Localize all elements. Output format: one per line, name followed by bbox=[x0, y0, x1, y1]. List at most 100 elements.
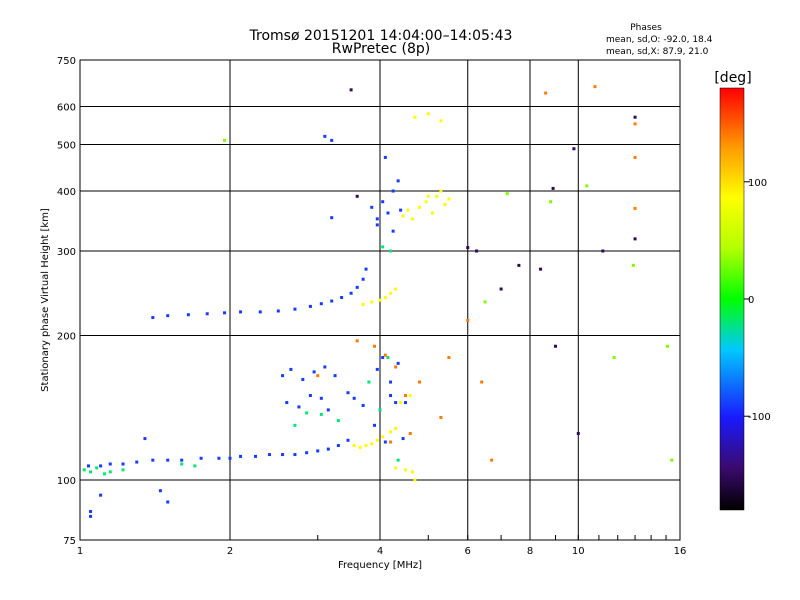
data-point bbox=[99, 493, 103, 497]
colorbar-tick-label: 0 bbox=[748, 295, 754, 306]
data-point bbox=[553, 344, 557, 348]
data-point bbox=[399, 208, 403, 212]
data-point bbox=[505, 192, 509, 196]
data-point bbox=[466, 318, 470, 322]
data-point bbox=[319, 412, 323, 416]
data-point bbox=[217, 456, 221, 460]
data-point bbox=[633, 155, 637, 159]
data-point bbox=[370, 300, 374, 304]
data-point bbox=[426, 112, 430, 116]
data-point bbox=[411, 470, 415, 474]
data-point bbox=[435, 194, 439, 198]
x-axis-label: Frequency [MHz] bbox=[338, 560, 422, 571]
x-tick-label: 10 bbox=[572, 546, 585, 557]
data-point bbox=[336, 419, 340, 423]
data-point bbox=[447, 197, 451, 201]
data-point bbox=[330, 216, 334, 220]
data-point bbox=[381, 435, 385, 439]
data-point bbox=[401, 214, 405, 218]
data-point bbox=[336, 444, 340, 448]
data-point bbox=[330, 138, 334, 142]
data-point bbox=[396, 458, 400, 462]
data-point bbox=[483, 300, 487, 304]
data-point bbox=[326, 408, 330, 412]
colorbar-tick-label: -100 bbox=[748, 412, 771, 423]
data-point bbox=[330, 299, 334, 303]
data-point bbox=[396, 179, 400, 183]
data-point bbox=[389, 440, 393, 444]
data-point bbox=[151, 458, 155, 462]
data-point bbox=[166, 458, 170, 462]
y-axis-ticks: 75 100 200 300 400 500 600 750 bbox=[57, 56, 76, 547]
y-tick-label: 200 bbox=[57, 332, 76, 343]
data-point bbox=[447, 355, 451, 359]
data-point bbox=[383, 155, 387, 159]
data-point bbox=[199, 456, 203, 460]
data-point bbox=[396, 361, 400, 365]
data-point bbox=[308, 304, 312, 308]
colorbar-label: [deg] bbox=[714, 70, 751, 86]
data-point bbox=[375, 217, 379, 221]
data-point bbox=[340, 296, 344, 300]
y-tick-label: 300 bbox=[57, 247, 76, 258]
data-point bbox=[612, 355, 616, 359]
data-point bbox=[383, 353, 387, 357]
data-point bbox=[381, 200, 385, 204]
data-point bbox=[352, 444, 356, 448]
chart-subtitle: RwPretec (8p) bbox=[332, 41, 430, 57]
data-point bbox=[228, 456, 232, 460]
data-point bbox=[403, 394, 407, 398]
data-point bbox=[166, 500, 170, 504]
colorbar bbox=[719, 87, 745, 511]
data-point bbox=[293, 307, 297, 311]
data-point bbox=[549, 200, 553, 204]
grid-lines bbox=[80, 60, 680, 540]
data-point bbox=[413, 115, 417, 119]
data-point bbox=[223, 138, 227, 142]
data-point bbox=[121, 462, 125, 466]
data-point bbox=[151, 316, 155, 320]
data-point bbox=[355, 194, 359, 198]
data-point bbox=[293, 453, 297, 457]
x-tick-label: 2 bbox=[227, 546, 233, 557]
data-point bbox=[633, 115, 637, 119]
data-point bbox=[364, 444, 368, 448]
data-point bbox=[267, 453, 271, 457]
data-point bbox=[389, 380, 393, 384]
data-point bbox=[413, 478, 417, 482]
data-point bbox=[386, 211, 390, 215]
data-point bbox=[378, 298, 382, 302]
data-point bbox=[319, 302, 323, 306]
data-point bbox=[370, 205, 374, 209]
data-point bbox=[323, 365, 327, 369]
data-point bbox=[417, 205, 421, 209]
data-point bbox=[352, 396, 356, 400]
data-point bbox=[108, 462, 112, 466]
data-point bbox=[253, 454, 257, 458]
data-point bbox=[89, 470, 93, 474]
data-point bbox=[389, 430, 393, 434]
data-point bbox=[403, 401, 407, 405]
data-point bbox=[323, 134, 327, 138]
data-point bbox=[539, 267, 543, 271]
data-point bbox=[490, 458, 494, 462]
data-point bbox=[89, 509, 93, 513]
data-point bbox=[391, 229, 395, 233]
data-point bbox=[358, 445, 362, 449]
data-point bbox=[364, 267, 368, 271]
data-point bbox=[180, 462, 184, 466]
stats-line-o: mean, sd,O: -92.0, 18.4 bbox=[606, 35, 713, 45]
data-point bbox=[381, 245, 385, 249]
data-point bbox=[301, 377, 305, 381]
data-point bbox=[166, 314, 170, 318]
data-point bbox=[480, 380, 484, 384]
data-point bbox=[424, 200, 428, 204]
data-point bbox=[333, 374, 337, 378]
data-point bbox=[544, 91, 548, 95]
data-point bbox=[326, 447, 330, 451]
x-tick-label: 4 bbox=[377, 546, 383, 557]
data-point bbox=[517, 263, 521, 267]
stats-header: Phases bbox=[630, 23, 662, 33]
data-point bbox=[439, 415, 443, 419]
data-point bbox=[593, 85, 597, 89]
